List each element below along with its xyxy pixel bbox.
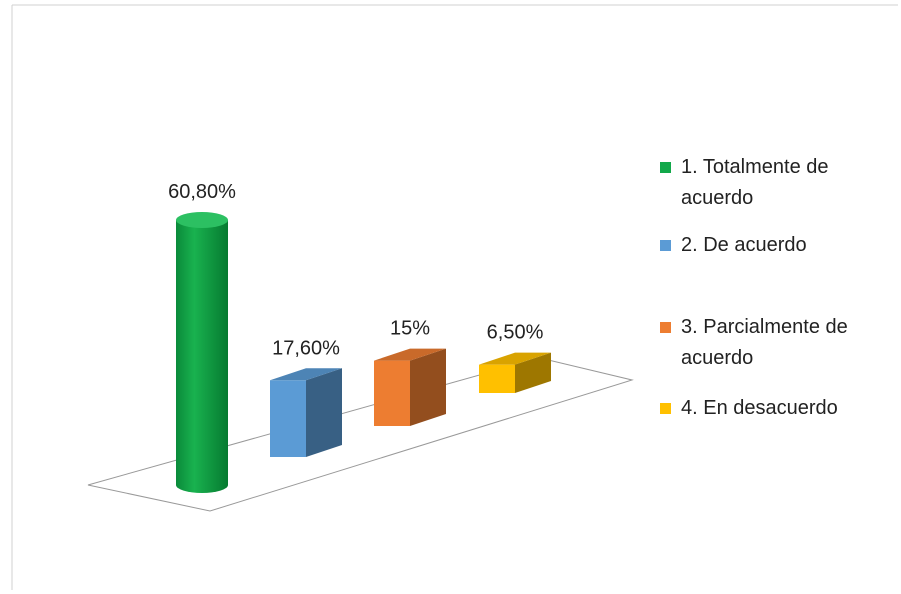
bar-front xyxy=(270,380,306,457)
bars xyxy=(176,212,551,493)
bar xyxy=(374,348,446,426)
bar-front xyxy=(374,360,410,426)
data-label: 15% xyxy=(390,318,430,340)
bar-top xyxy=(270,368,342,381)
bar-side xyxy=(306,368,342,457)
legend-item: 4. En desacuerdo xyxy=(660,393,881,424)
bar-front xyxy=(479,364,515,393)
data-label: 60,80% xyxy=(168,181,236,203)
legend-label: 1. Totalmente de acuerdo xyxy=(681,156,829,209)
bar-top xyxy=(176,212,228,228)
legend-label: 2. De acuerdo xyxy=(681,234,807,256)
bar-side xyxy=(515,352,551,393)
legend-swatch xyxy=(660,240,671,251)
bar-side xyxy=(410,348,446,426)
data-label: 6,50% xyxy=(487,322,544,344)
legend-swatch xyxy=(660,403,671,414)
legend-label: 3. Parcialmente de acuerdo xyxy=(681,316,848,369)
legend-swatch xyxy=(660,322,671,333)
legend-label: 4. En desacuerdo xyxy=(681,397,838,419)
bar xyxy=(176,212,228,493)
bar-body xyxy=(176,220,228,493)
bar-top xyxy=(479,352,551,365)
legend-item: 2. De acuerdo xyxy=(660,230,881,261)
bar xyxy=(479,352,551,393)
data-label: 17,60% xyxy=(272,337,340,359)
bar xyxy=(270,368,342,457)
legend-item: 1. Totalmente de acuerdo xyxy=(660,152,881,214)
legend-swatch xyxy=(660,162,671,173)
bar-top xyxy=(374,348,446,361)
legend-item: 3. Parcialmente de acuerdo xyxy=(660,312,881,374)
